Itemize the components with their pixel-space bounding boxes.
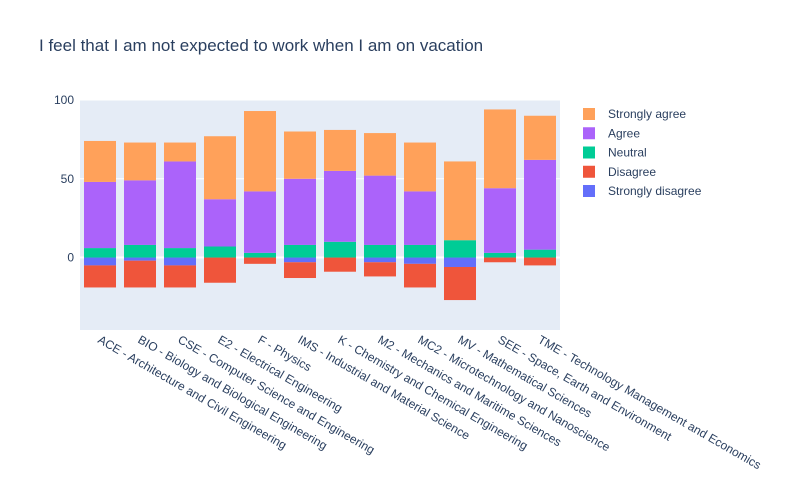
bar-strongly-agree-6 xyxy=(324,129,356,171)
legend-swatch xyxy=(583,165,595,178)
bar-strongly-agree-0 xyxy=(84,140,116,182)
bar-agree-6 xyxy=(324,170,356,242)
bar-strongly-disagree-0 xyxy=(84,257,116,266)
bar-neutral-10 xyxy=(484,252,516,258)
bar-strongly-disagree-7 xyxy=(364,257,396,263)
legend-item-strongly-disagree[interactable]: Strongly disagree xyxy=(583,184,702,198)
bar-strongly-agree-7 xyxy=(364,133,396,176)
bar-agree-5 xyxy=(284,178,316,245)
bar-strongly-agree-2 xyxy=(164,142,196,162)
bar-neutral-7 xyxy=(364,244,396,258)
bar-disagree-1 xyxy=(124,260,156,288)
bar-agree-11 xyxy=(524,159,556,250)
bar-neutral-5 xyxy=(284,244,316,258)
bar-strongly-disagree-8 xyxy=(404,257,436,264)
legend-swatch xyxy=(583,108,595,120)
legend-item-strongly-agree[interactable]: Strongly agree xyxy=(583,107,686,121)
bar-strongly-agree-1 xyxy=(124,142,156,181)
chart-title: I feel that I am not expected to work wh… xyxy=(39,36,483,55)
bar-disagree-4 xyxy=(244,257,276,264)
legend-label: Disagree xyxy=(608,165,656,179)
legend-item-neutral[interactable]: Neutral xyxy=(583,146,647,160)
bar-disagree-7 xyxy=(364,262,396,277)
bar-neutral-2 xyxy=(164,248,196,258)
y-tick-label: 100 xyxy=(54,93,74,107)
bar-agree-1 xyxy=(124,180,156,245)
legend-item-agree[interactable]: Agree xyxy=(583,126,640,140)
legend-label: Strongly agree xyxy=(608,107,686,121)
bar-strongly-agree-3 xyxy=(204,136,236,200)
bar-agree-0 xyxy=(84,181,116,249)
bar-disagree-0 xyxy=(84,265,116,288)
bar-disagree-3 xyxy=(204,257,236,283)
legend-swatch xyxy=(583,146,595,159)
bar-neutral-6 xyxy=(324,241,356,258)
bar-disagree-11 xyxy=(524,257,556,266)
legend-swatch xyxy=(583,127,595,140)
bar-disagree-9 xyxy=(444,266,476,301)
legend-swatch xyxy=(583,185,595,197)
gridlines xyxy=(80,99,560,259)
bar-strongly-agree-4 xyxy=(244,111,276,192)
plot-background xyxy=(80,100,560,330)
y-tick-label: 50 xyxy=(61,172,75,186)
bar-disagree-10 xyxy=(484,257,516,263)
legend: Strongly agree Agree Neutral Disagree Strong… xyxy=(583,107,702,198)
bar-neutral-11 xyxy=(524,249,556,258)
bar-disagree-8 xyxy=(404,263,436,288)
bar-neutral-8 xyxy=(404,244,436,258)
bar-agree-8 xyxy=(404,191,436,245)
bar-group xyxy=(84,109,556,301)
bar-agree-7 xyxy=(364,175,396,245)
bar-strongly-disagree-1 xyxy=(124,257,156,261)
bar-disagree-5 xyxy=(284,262,316,279)
bar-neutral-1 xyxy=(124,244,156,258)
legend-label: Agree xyxy=(608,126,640,140)
bar-strongly-disagree-9 xyxy=(444,257,476,267)
bar-neutral-9 xyxy=(444,240,476,258)
y-tick-label: 0 xyxy=(67,251,74,265)
bar-strongly-agree-10 xyxy=(484,109,516,189)
bar-neutral-4 xyxy=(244,252,276,258)
bar-strongly-agree-9 xyxy=(444,161,476,241)
bar-agree-2 xyxy=(164,161,196,249)
bar-disagree-6 xyxy=(324,257,356,272)
legend-label: Strongly disagree xyxy=(608,184,702,198)
bar-strongly-agree-5 xyxy=(284,131,316,179)
bar-strongly-disagree-2 xyxy=(164,257,196,266)
bar-agree-4 xyxy=(244,191,276,253)
legend-label: Neutral xyxy=(608,146,647,160)
y-axis: 0 50 100 xyxy=(54,93,74,265)
bar-agree-3 xyxy=(204,199,236,247)
bar-neutral-3 xyxy=(204,246,236,258)
bar-strongly-agree-8 xyxy=(404,142,436,192)
legend-item-disagree[interactable]: Disagree xyxy=(583,165,656,179)
x-axis: ACE - Architecture and Civil Engineering… xyxy=(96,332,764,472)
bar-strongly-disagree-5 xyxy=(284,257,316,263)
bar-strongly-agree-11 xyxy=(524,115,556,160)
bar-agree-10 xyxy=(484,188,516,253)
bar-disagree-2 xyxy=(164,265,196,288)
bar-neutral-0 xyxy=(84,248,116,258)
